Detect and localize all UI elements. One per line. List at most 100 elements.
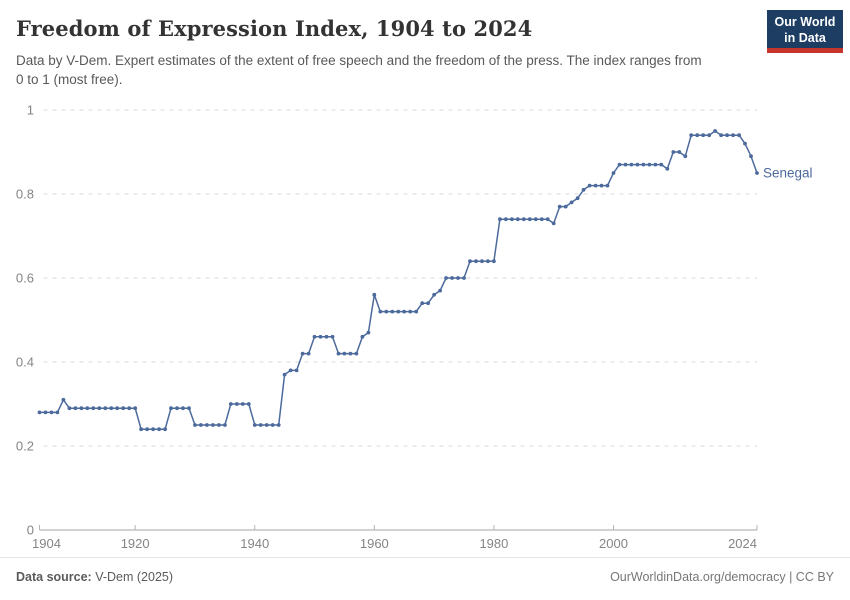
data-point (73, 406, 78, 411)
data-point (755, 171, 759, 175)
data-point (623, 162, 628, 167)
data-point (264, 423, 269, 427)
data-point (677, 150, 682, 154)
data-point (336, 351, 341, 356)
x-axis-tick-label: 1940 (240, 536, 269, 551)
data-point (533, 217, 538, 222)
data-point (420, 301, 425, 306)
data-point (115, 406, 120, 411)
data-point (414, 309, 419, 314)
data-point (480, 259, 484, 264)
data-point (49, 410, 54, 415)
data-point (217, 423, 221, 427)
x-axis-tick-label: 2024 (728, 536, 757, 551)
data-point (169, 406, 173, 411)
data-point (258, 423, 263, 427)
data-point (193, 423, 197, 427)
data-point (187, 406, 191, 411)
data-point (671, 150, 676, 154)
data-point (659, 162, 664, 167)
data-point (205, 423, 209, 427)
series-end-label: Senegal (763, 166, 813, 181)
chart-title: Freedom of Expression Index, 1904 to 202… (16, 16, 533, 41)
x-axis-tick-label: 1904 (32, 536, 61, 551)
owid-logo-red-bar (767, 48, 843, 53)
owid-logo: Our World in Data (767, 10, 843, 53)
data-point (731, 133, 735, 138)
data-point (486, 259, 490, 264)
data-point (372, 292, 377, 297)
data-point (713, 129, 717, 133)
data-point (569, 200, 574, 205)
data-point (587, 183, 592, 188)
data-source-value: V-Dem (2025) (91, 570, 174, 584)
data-point (199, 423, 203, 427)
data-point (635, 162, 640, 167)
data-point (97, 406, 102, 411)
data-point (181, 406, 185, 411)
data-point (462, 276, 466, 280)
data-point (43, 410, 48, 415)
data-point (498, 217, 502, 222)
data-point (348, 351, 353, 356)
data-source-label: Data source: (16, 570, 92, 584)
data-point (139, 427, 144, 432)
owid-logo-line1: Our World (774, 15, 836, 29)
data-point (61, 397, 66, 402)
data-source-note: Data source: V-Dem (2025) (16, 570, 173, 584)
data-point (300, 351, 305, 356)
data-point (396, 309, 401, 314)
data-point (211, 423, 215, 427)
data-point (510, 217, 514, 222)
data-point (360, 334, 365, 339)
data-point (438, 288, 442, 293)
chart-footer: Data source: V-Dem (2025) OurWorldinData… (0, 557, 850, 600)
data-point (252, 423, 257, 427)
data-point (366, 330, 371, 335)
data-point (91, 406, 96, 411)
y-axis-tick-label: 0 (27, 523, 34, 538)
data-point (581, 187, 586, 192)
data-point (79, 406, 84, 411)
data-point (103, 406, 108, 411)
data-point (378, 309, 383, 314)
data-point (145, 427, 150, 432)
data-point (228, 402, 233, 406)
data-point (55, 410, 60, 415)
data-point (342, 351, 347, 356)
data-point (725, 133, 729, 138)
data-point (468, 259, 472, 264)
data-point (223, 423, 227, 427)
data-point (127, 406, 132, 411)
y-axis-tick-label: 0.4 (16, 355, 34, 370)
data-point (492, 259, 496, 264)
data-point (157, 427, 162, 432)
y-axis-tick-label: 0.6 (16, 271, 34, 286)
data-point (551, 221, 556, 226)
data-point (539, 217, 544, 222)
data-point (306, 351, 311, 356)
data-point (474, 259, 478, 264)
data-point (163, 427, 168, 432)
data-point (288, 368, 293, 373)
data-point (707, 133, 712, 138)
data-point (390, 309, 395, 314)
data-point (641, 162, 646, 167)
data-point (408, 309, 413, 314)
data-point (234, 402, 239, 406)
data-point (599, 183, 604, 188)
data-point (276, 423, 281, 427)
data-point (121, 406, 126, 411)
data-point (617, 162, 622, 167)
data-point (557, 204, 562, 209)
x-axis-tick-label: 1920 (121, 536, 150, 551)
data-point (647, 162, 652, 167)
data-point (109, 406, 114, 411)
owid-logo-text: Our World in Data (767, 10, 843, 48)
owid-logo-line2: in Data (784, 30, 826, 45)
data-point (629, 162, 634, 167)
data-point (426, 301, 430, 306)
data-line-senegal (39, 130, 758, 430)
data-point (575, 196, 580, 201)
